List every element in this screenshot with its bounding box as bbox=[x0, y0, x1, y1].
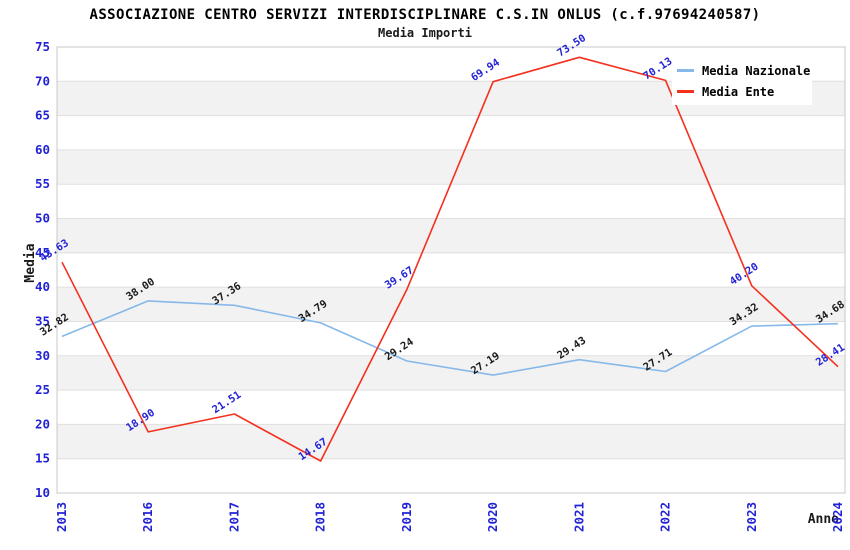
y-tick-label: 35 bbox=[35, 313, 50, 328]
x-tick-label: 2024 bbox=[830, 502, 845, 532]
y-tick-label: 50 bbox=[35, 211, 50, 226]
legend: Media Nazionale Media Ente bbox=[672, 57, 812, 105]
y-tick-label: 30 bbox=[35, 348, 50, 363]
plot-border bbox=[56, 46, 846, 494]
legend-label: Media Nazionale bbox=[702, 63, 811, 78]
x-tick-label: 2022 bbox=[658, 502, 673, 532]
data-label: 73.50 bbox=[555, 32, 588, 59]
background-band bbox=[57, 218, 845, 253]
x-tick-label: 2016 bbox=[140, 502, 155, 532]
data-label: 40.20 bbox=[728, 261, 761, 288]
chart-title: ASSOCIAZIONE CENTRO SERVIZI INTERDISCIPL… bbox=[89, 7, 761, 23]
x-tick-label: 2023 bbox=[744, 502, 759, 532]
y-tick-label: 55 bbox=[35, 176, 50, 191]
background-band bbox=[57, 355, 845, 391]
x-tick-label: 2021 bbox=[571, 502, 586, 532]
media-nazionale-line bbox=[61, 300, 839, 376]
media-ente-line-swatch bbox=[677, 90, 694, 93]
x-tick-label: 2017 bbox=[226, 502, 241, 532]
chart-subtitle: Media Importi bbox=[378, 26, 472, 40]
background-band bbox=[57, 149, 845, 185]
y-tick-label: 15 bbox=[35, 451, 50, 466]
y-tick-label: 65 bbox=[35, 108, 50, 123]
y-tick-label: 70 bbox=[35, 73, 50, 88]
legend-item-media-ente: Media Ente bbox=[672, 85, 812, 99]
legend-label: Media Ente bbox=[702, 84, 775, 99]
data-label: 21.51 bbox=[210, 389, 243, 416]
y-tick-label: 10 bbox=[35, 485, 50, 500]
y-tick-label: 45 bbox=[35, 245, 50, 260]
x-axis-label: Anno bbox=[807, 512, 839, 527]
background-band bbox=[57, 287, 845, 322]
legend-item-media-nazionale: Media Nazionale bbox=[672, 64, 812, 78]
data-label: 69.94 bbox=[469, 57, 502, 84]
x-tick-label: 2018 bbox=[313, 502, 328, 532]
y-tick-label: 25 bbox=[35, 382, 50, 397]
x-tick-label: 2019 bbox=[399, 502, 414, 532]
media-nazionale-line-swatch bbox=[677, 69, 694, 72]
background-band bbox=[57, 424, 845, 459]
y-tick-label: 40 bbox=[35, 279, 50, 294]
y-tick-label: 20 bbox=[35, 416, 50, 431]
y-tick-label: 75 bbox=[35, 39, 50, 54]
media-ente-line bbox=[61, 56, 839, 462]
x-tick-label: 2020 bbox=[485, 502, 500, 532]
y-tick-label: 60 bbox=[35, 142, 50, 157]
x-tick-label: 2013 bbox=[54, 502, 69, 532]
